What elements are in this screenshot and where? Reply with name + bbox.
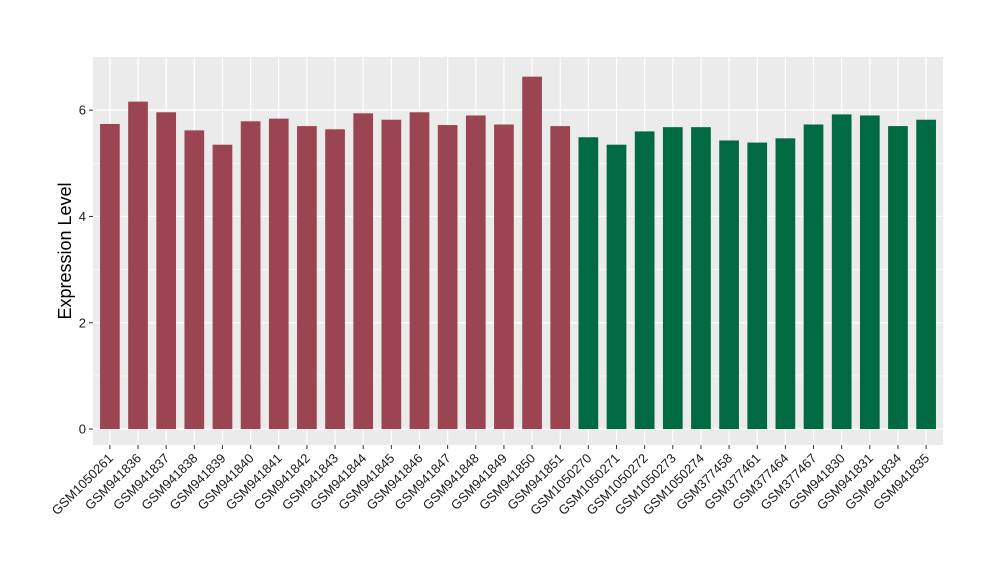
x-axis: GSM1050261GSM941836GSM941837GSM941838GSM… [49,445,932,518]
bar-GSM941849 [494,124,514,430]
bar-GSM1050271 [606,144,627,430]
bar-GSM377458 [719,140,739,430]
plot-panel [93,57,943,445]
bar-GSM941831 [859,115,880,430]
bar-GSM941840 [240,121,261,430]
bar-GSM941838 [184,130,205,430]
bar-GSM941842 [297,126,317,430]
bar-GSM941843 [325,129,345,430]
bar-GSM941835 [916,119,936,430]
bar-GSM1050273 [662,127,683,430]
y-tick-label: 0 [79,422,86,437]
bar-GSM377461 [747,142,768,430]
bars-group [100,76,936,430]
bar-GSM377464 [775,138,796,430]
bar-GSM941830 [831,114,852,430]
y-axis-title: Expression Level [55,182,75,319]
bar-GSM941839 [212,144,233,430]
y-tick-label: 2 [79,315,86,330]
y-axis: 0 2 4 6 [79,103,93,437]
bar-GSM1050272 [634,131,655,430]
bar-GSM941850 [522,76,542,430]
bar-GSM941845 [381,119,402,430]
y-tick-label: 4 [79,209,86,224]
bar-GSM941844 [353,113,374,430]
bar-GSM1050274 [691,127,711,430]
grid-minor-lines [93,163,943,377]
bar-GSM941837 [156,112,177,430]
bar-GSM941834 [888,126,908,430]
bar-GSM1050270 [578,137,599,430]
bar-GSM941851 [550,126,571,430]
bar-GSM941841 [268,118,289,430]
bar-GSM1050261 [100,123,120,430]
bar-GSM941836 [128,101,148,430]
bar-GSM941847 [437,125,458,430]
y-tick-label: 6 [79,103,86,118]
bar-GSM941848 [465,115,486,430]
bar-GSM941846 [409,112,430,430]
bar-GSM377467 [803,124,824,430]
